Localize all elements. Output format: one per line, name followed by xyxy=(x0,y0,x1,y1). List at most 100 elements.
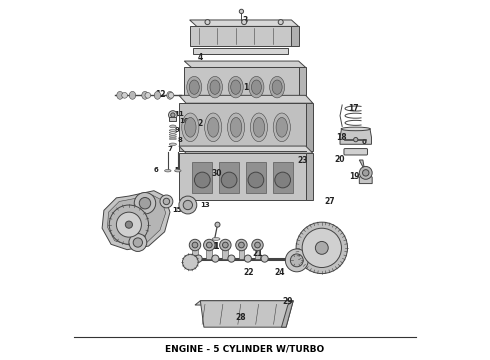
Text: 24: 24 xyxy=(274,268,285,277)
Text: 15: 15 xyxy=(312,259,321,265)
Circle shape xyxy=(129,234,147,251)
Bar xyxy=(188,103,295,108)
Circle shape xyxy=(222,242,228,248)
Circle shape xyxy=(354,138,358,142)
Ellipse shape xyxy=(231,80,241,94)
Bar xyxy=(184,67,298,102)
Circle shape xyxy=(239,9,244,14)
Circle shape xyxy=(228,255,235,262)
Circle shape xyxy=(220,239,231,251)
Circle shape xyxy=(168,93,174,98)
Circle shape xyxy=(117,212,142,237)
Circle shape xyxy=(285,249,308,272)
Text: 11: 11 xyxy=(174,111,184,117)
Text: 20: 20 xyxy=(334,156,345,165)
Polygon shape xyxy=(190,20,298,26)
Ellipse shape xyxy=(210,80,220,94)
Text: 30: 30 xyxy=(211,169,221,178)
Text: 10: 10 xyxy=(180,118,189,124)
Bar xyxy=(193,162,212,193)
Ellipse shape xyxy=(230,117,242,137)
Circle shape xyxy=(359,166,372,179)
Ellipse shape xyxy=(129,91,136,99)
Bar xyxy=(239,245,245,258)
Text: 15: 15 xyxy=(172,207,182,213)
Ellipse shape xyxy=(250,113,268,141)
Circle shape xyxy=(125,221,132,228)
Bar xyxy=(206,245,212,258)
Text: 17: 17 xyxy=(348,104,359,113)
Polygon shape xyxy=(306,153,313,200)
Ellipse shape xyxy=(169,143,176,145)
Text: ENGINE - 5 CYLINDER W/TURBO: ENGINE - 5 CYLINDER W/TURBO xyxy=(166,344,324,353)
Text: 5: 5 xyxy=(175,167,179,173)
Text: 12: 12 xyxy=(155,90,166,99)
Circle shape xyxy=(221,172,237,188)
Bar xyxy=(220,162,239,193)
Ellipse shape xyxy=(228,76,243,98)
Polygon shape xyxy=(179,146,313,153)
Polygon shape xyxy=(298,67,306,102)
Text: 26: 26 xyxy=(303,243,314,252)
Bar xyxy=(246,162,266,193)
Polygon shape xyxy=(292,26,298,46)
Circle shape xyxy=(252,239,263,251)
Bar xyxy=(179,103,306,152)
Ellipse shape xyxy=(117,91,123,99)
Text: 21: 21 xyxy=(252,249,263,258)
Circle shape xyxy=(203,239,215,251)
Bar xyxy=(255,245,260,258)
FancyBboxPatch shape xyxy=(344,149,368,155)
Ellipse shape xyxy=(185,117,196,137)
Circle shape xyxy=(255,242,260,248)
Polygon shape xyxy=(200,301,293,327)
Circle shape xyxy=(195,255,202,262)
Text: 23: 23 xyxy=(297,156,307,165)
Bar xyxy=(169,117,176,121)
Ellipse shape xyxy=(212,238,220,240)
Text: 29: 29 xyxy=(282,297,293,306)
Bar xyxy=(179,153,306,200)
Ellipse shape xyxy=(187,76,202,98)
Text: 28: 28 xyxy=(236,313,246,322)
Text: 1: 1 xyxy=(243,83,248,92)
Circle shape xyxy=(275,172,291,188)
Circle shape xyxy=(215,222,220,227)
Circle shape xyxy=(316,242,328,254)
Text: 2: 2 xyxy=(197,119,203,128)
Ellipse shape xyxy=(174,170,181,172)
Ellipse shape xyxy=(167,91,173,99)
Polygon shape xyxy=(340,129,371,144)
Ellipse shape xyxy=(207,117,219,137)
Ellipse shape xyxy=(165,170,171,172)
Circle shape xyxy=(109,205,148,244)
Text: 18: 18 xyxy=(336,133,346,142)
Bar xyxy=(222,245,228,258)
Circle shape xyxy=(291,254,303,267)
Ellipse shape xyxy=(227,113,245,141)
Circle shape xyxy=(296,222,347,274)
Text: 15: 15 xyxy=(172,207,182,213)
Circle shape xyxy=(261,255,268,262)
Ellipse shape xyxy=(154,91,161,99)
Circle shape xyxy=(182,254,198,270)
Polygon shape xyxy=(281,301,293,327)
Circle shape xyxy=(134,193,156,214)
Circle shape xyxy=(133,238,143,247)
Circle shape xyxy=(302,228,342,267)
Circle shape xyxy=(163,198,170,204)
Polygon shape xyxy=(306,103,313,152)
Text: 19: 19 xyxy=(349,172,360,181)
Polygon shape xyxy=(184,61,306,67)
Ellipse shape xyxy=(270,76,285,98)
Bar xyxy=(192,245,198,258)
Circle shape xyxy=(122,93,127,98)
Circle shape xyxy=(363,170,369,176)
Ellipse shape xyxy=(253,117,265,137)
Ellipse shape xyxy=(205,113,222,141)
Ellipse shape xyxy=(182,113,199,141)
Bar xyxy=(273,162,293,193)
Circle shape xyxy=(160,195,173,208)
Circle shape xyxy=(189,239,201,251)
Text: 9: 9 xyxy=(174,127,179,132)
